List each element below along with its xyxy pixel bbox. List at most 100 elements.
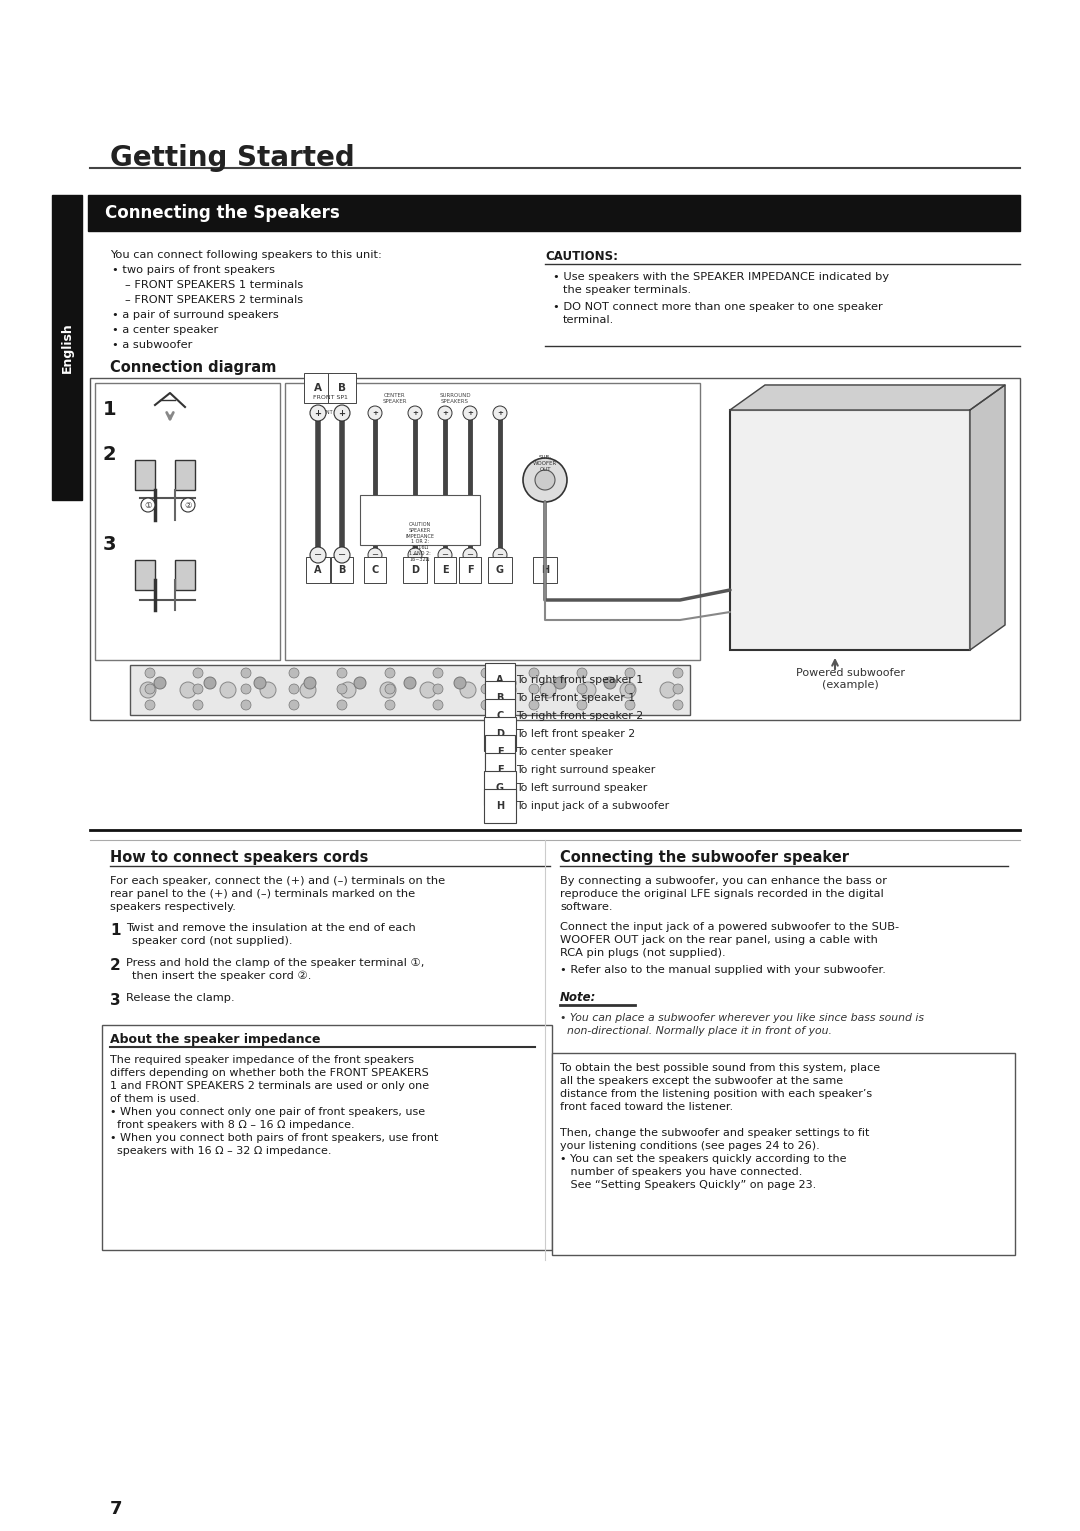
Circle shape [529,668,539,678]
Text: • a pair of surround speakers: • a pair of surround speakers [112,309,279,320]
Text: C: C [372,565,379,576]
Circle shape [220,681,237,698]
Text: A: A [496,675,503,684]
Text: Release the clamp.: Release the clamp. [126,994,234,1003]
Text: non-directional. Normally place it in front of you.: non-directional. Normally place it in fr… [561,1026,832,1036]
Text: To left surround speaker: To left surround speaker [516,782,647,793]
Bar [130,664,690,715]
Text: How to connect speakers cords: How to connect speakers cords [110,850,368,865]
Text: Twist and remove the insulation at the end of each: Twist and remove the insulation at the e… [126,923,416,932]
Bar [360,495,480,545]
Text: distance from the listening position with each speaker’s: distance from the listening position wit… [561,1089,873,1099]
Circle shape [529,684,539,694]
Text: B: B [338,565,346,576]
Circle shape [310,547,326,563]
Text: CENTER
SPEAKER: CENTER SPEAKER [382,393,407,404]
Text: number of speakers you have connected.: number of speakers you have connected. [561,1167,802,1177]
Circle shape [433,684,443,694]
Circle shape [241,684,251,694]
Circle shape [289,684,299,694]
Text: About the speaker impedance: About the speaker impedance [110,1033,321,1046]
Text: 3: 3 [110,994,121,1007]
Circle shape [340,681,356,698]
Circle shape [463,548,477,562]
Text: −: − [442,551,448,559]
Text: differs depending on whether both the FRONT SPEAKERS: differs depending on whether both the FR… [110,1069,429,1078]
Circle shape [145,684,156,694]
Text: terminal.: terminal. [563,315,615,325]
Text: A: A [314,565,322,576]
Circle shape [140,681,156,698]
Text: of them is used.: of them is used. [110,1095,200,1104]
Circle shape [354,677,366,689]
Text: F: F [467,565,473,576]
Circle shape [481,684,491,694]
Circle shape [141,498,156,511]
Text: FRONT SP1: FRONT SP1 [312,395,348,400]
Circle shape [673,684,683,694]
Circle shape [204,677,216,689]
Text: all the speakers except the subwoofer at the same: all the speakers except the subwoofer at… [561,1076,843,1085]
Circle shape [438,548,453,562]
Text: +: + [373,410,378,416]
Circle shape [540,681,556,698]
Circle shape [577,668,588,678]
Text: • Use speakers with the SPEAKER IMPEDANCE indicated by: • Use speakers with the SPEAKER IMPEDANC… [553,273,889,282]
Text: CAUTION
SPEAKER
IMPEDANCE
1 OR 2:
8~16Ω
1 AND 2:
16~32Ω: CAUTION SPEAKER IMPEDANCE 1 OR 2: 8~16Ω … [405,522,434,562]
Circle shape [500,681,516,698]
Circle shape [334,406,350,421]
Text: C: C [497,710,503,721]
Polygon shape [970,384,1005,651]
Text: +: + [497,410,503,416]
Circle shape [180,681,195,698]
Text: H: H [496,801,504,811]
Circle shape [193,668,203,678]
Text: −: − [411,551,419,559]
Circle shape [438,406,453,419]
Text: +: + [442,410,448,416]
Text: To right front speaker 2: To right front speaker 2 [516,710,643,721]
Text: reproduce the original LFE signals recorded in the digital: reproduce the original LFE signals recor… [561,890,883,899]
Text: Connect the input jack of a powered subwoofer to the SUB-: Connect the input jack of a powered subw… [561,922,900,932]
Text: ①: ① [145,501,152,510]
Bar [552,1053,1015,1255]
Circle shape [241,668,251,678]
Text: CAUTIONS:: CAUTIONS: [545,250,618,263]
Text: Connecting the Speakers: Connecting the Speakers [105,204,340,222]
Circle shape [337,684,347,694]
Circle shape [337,700,347,710]
Text: G: G [496,565,504,576]
Circle shape [463,406,477,419]
Bar [90,378,1020,720]
Text: • DO NOT connect more than one speaker to one speaker: • DO NOT connect more than one speaker t… [553,302,882,312]
Circle shape [673,668,683,678]
Circle shape [368,406,382,419]
Circle shape [337,668,347,678]
Circle shape [260,681,276,698]
Text: 1 and FRONT SPEAKERS 2 terminals are used or only one: 1 and FRONT SPEAKERS 2 terminals are use… [110,1081,429,1092]
Circle shape [289,700,299,710]
Text: For each speaker, connect the (+) and (–) terminals on the: For each speaker, connect the (+) and (–… [110,876,445,886]
Text: Press and hold the clamp of the speaker terminal ①,: Press and hold the clamp of the speaker … [126,958,424,968]
Text: software.: software. [561,902,612,912]
Circle shape [433,700,443,710]
Bar [135,560,156,589]
Text: • two pairs of front speakers: • two pairs of front speakers [112,265,275,276]
Text: Connection diagram: Connection diagram [110,360,276,375]
Circle shape [481,668,491,678]
Text: • You can set the speakers quickly according to the: • You can set the speakers quickly accor… [561,1154,847,1164]
Text: F: F [497,766,503,775]
Text: To input jack of a subwoofer: To input jack of a subwoofer [516,801,670,811]
Circle shape [454,677,465,689]
Text: Powered subwoofer
(example): Powered subwoofer (example) [796,668,905,689]
Text: Note:: Note: [561,991,596,1004]
Bar [175,459,195,490]
Circle shape [523,458,567,502]
Bar [52,194,82,501]
Circle shape [625,700,635,710]
Circle shape [504,677,516,689]
Text: • When you connect only one pair of front speakers, use: • When you connect only one pair of fron… [110,1107,426,1118]
Circle shape [384,668,395,678]
Circle shape [193,684,203,694]
Circle shape [420,681,436,698]
